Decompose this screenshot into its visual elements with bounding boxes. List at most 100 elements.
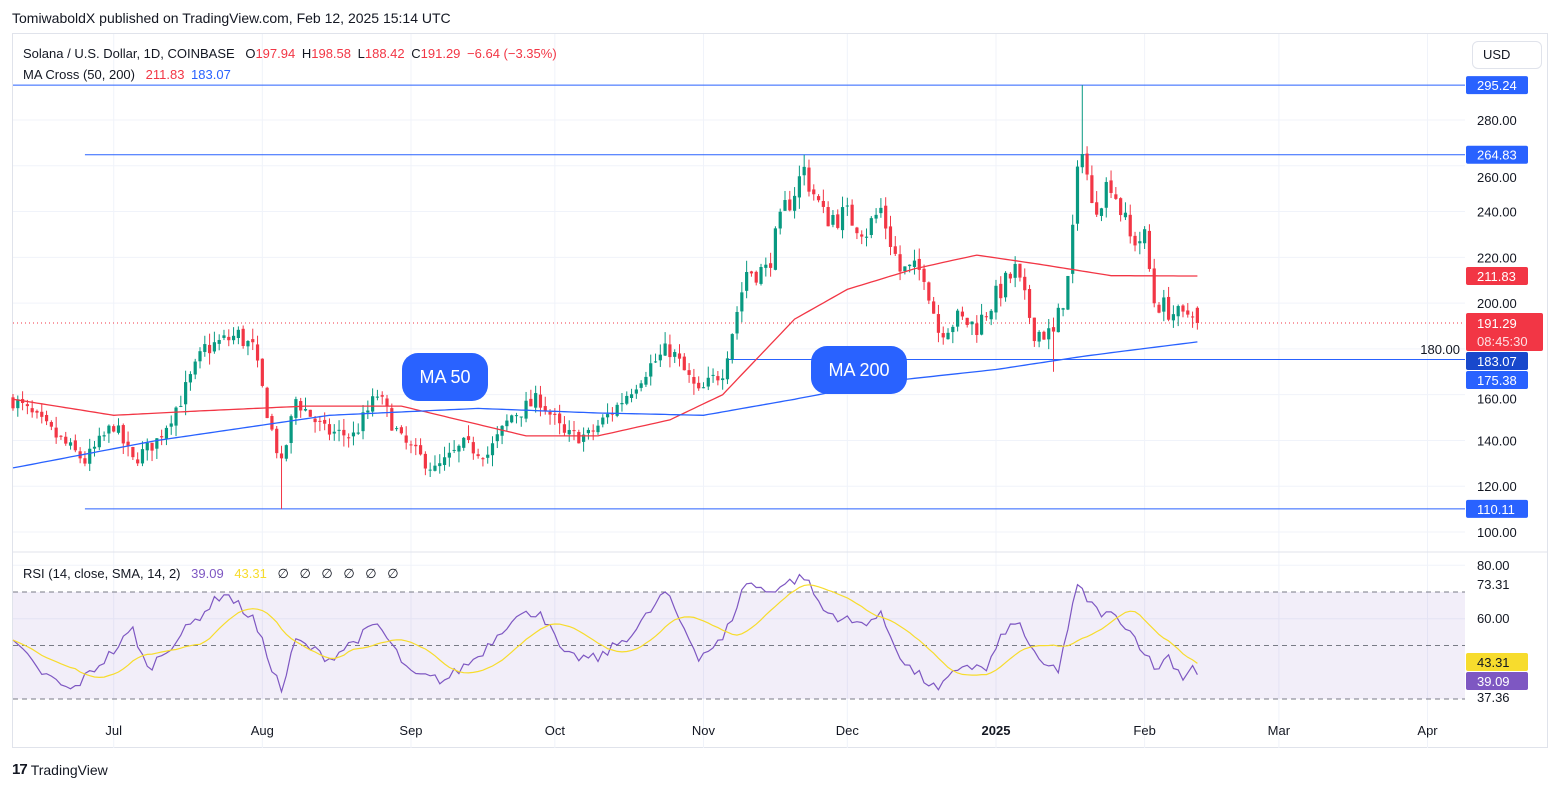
candle (11, 397, 15, 409)
candle (970, 321, 974, 325)
candle (505, 420, 509, 427)
candle (399, 427, 403, 434)
candle (327, 424, 332, 435)
level-price-badge-bg (1466, 145, 1528, 164)
tradingview-logo-mark: 17 (12, 761, 28, 778)
candle (869, 218, 873, 235)
ma-legend: MA Cross (50, 200) 211.83 183.07 (23, 67, 234, 82)
candle (452, 449, 456, 451)
price-axis-label: 100.00 (1477, 525, 1517, 540)
open-value: 197.94 (255, 46, 296, 61)
candle (54, 427, 58, 438)
candle (668, 344, 672, 358)
candle (1176, 306, 1180, 317)
candle (140, 449, 145, 464)
candle (917, 258, 921, 270)
ma50-price-badge-bg (1466, 267, 1528, 286)
candle (347, 437, 351, 439)
candle (366, 410, 370, 413)
price-axis-label: 280.00 (1477, 113, 1517, 128)
candle (605, 414, 610, 418)
candle (745, 271, 749, 291)
candle (965, 317, 969, 325)
close-label: C (411, 46, 421, 61)
candle (548, 411, 552, 415)
symbol-title[interactable]: Solana / U.S. Dollar, 1D, COINBASE (23, 46, 235, 61)
candle (778, 211, 782, 229)
candle (68, 442, 73, 446)
candle (356, 432, 360, 434)
candle (773, 228, 778, 270)
candle (620, 403, 624, 405)
ma-indicator-name[interactable]: MA Cross (50, 200) (23, 67, 135, 82)
candle (706, 377, 710, 387)
candle (960, 311, 965, 317)
candle (25, 404, 29, 407)
candle (476, 454, 480, 457)
candle (716, 376, 720, 381)
candle (284, 445, 288, 459)
rsi-indicator-name[interactable]: RSI (14, close, SMA, 14, 2) (23, 566, 181, 581)
candle (826, 207, 830, 227)
candle (203, 344, 207, 352)
candle (1195, 307, 1199, 324)
candle (227, 336, 231, 341)
candle (361, 412, 365, 432)
candle (1095, 202, 1099, 215)
candle (265, 387, 269, 419)
candle (912, 260, 917, 267)
ma200-line (12, 341, 1198, 469)
candle (519, 416, 523, 418)
candle (898, 254, 902, 272)
time-axis-label: Mar (1268, 723, 1291, 738)
candle (730, 334, 734, 360)
candle (879, 207, 883, 214)
candle (260, 358, 264, 386)
candle (155, 438, 159, 449)
candle (395, 428, 399, 430)
candle (538, 394, 543, 408)
candle (59, 435, 63, 437)
candle (44, 414, 49, 422)
candle (289, 416, 293, 443)
candle (783, 200, 787, 211)
candle (107, 425, 111, 434)
candle (49, 422, 53, 427)
candle (1008, 273, 1012, 279)
price-axis-label: 140.00 (1477, 433, 1517, 448)
candle (495, 434, 499, 442)
price-axis-label: 220.00 (1477, 250, 1517, 265)
candle (145, 442, 149, 451)
candle (658, 354, 662, 361)
candle (534, 393, 538, 408)
price-axis-label: 240.00 (1477, 205, 1517, 220)
candle (850, 204, 854, 226)
candle (188, 374, 193, 383)
time-axis-label: Feb (1133, 723, 1155, 738)
level-price-badge: 175.38 (1477, 373, 1517, 388)
candle (582, 434, 586, 442)
candle (1186, 310, 1190, 315)
tradingview-logo[interactable]: 17 TradingView (12, 761, 108, 778)
candle (136, 459, 140, 464)
candle (1138, 241, 1142, 244)
candle (610, 413, 614, 415)
symbol-legend: Solana / U.S. Dollar, 1D, COINBASE O197.… (23, 46, 560, 61)
currency-button[interactable]: USD (1472, 41, 1542, 69)
candle (639, 383, 643, 388)
candle (275, 428, 279, 454)
candle (1109, 180, 1113, 193)
price-axis-label: 260.00 (1477, 170, 1517, 185)
candle (1104, 181, 1108, 208)
candle (73, 440, 77, 451)
candle (457, 445, 461, 452)
open-label: O (245, 46, 256, 61)
candle (553, 413, 557, 415)
ma50-annotation-label: MA 50 (419, 367, 470, 387)
candle (423, 453, 427, 469)
candle (644, 376, 648, 385)
candle (1128, 214, 1132, 237)
price-axis-label: 120.00 (1477, 479, 1517, 494)
candle (936, 314, 941, 333)
